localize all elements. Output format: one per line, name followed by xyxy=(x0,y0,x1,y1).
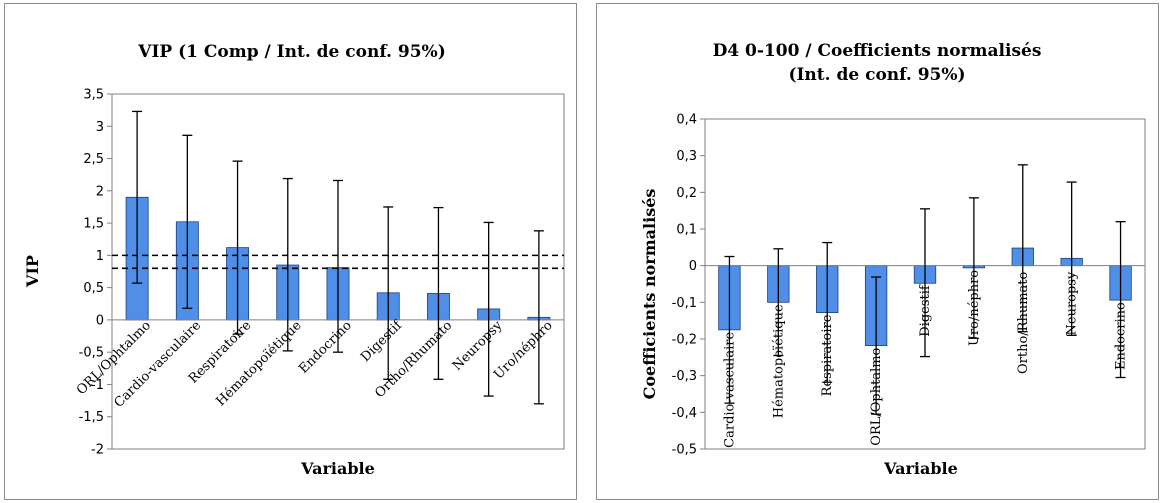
vip-x-axis-title: Variable xyxy=(300,459,375,478)
coef-y-axis-title: Coefficients normalisés xyxy=(640,189,659,400)
vip-chart-title: VIP (1 Comp / Int. de conf. 95%) xyxy=(137,42,446,62)
coef-chart-title-line1: D4 0-100 / Coefficients normalisés xyxy=(713,41,1042,61)
vip-plot-area xyxy=(111,93,565,450)
vip-category-label: Hématopoïétique xyxy=(213,318,304,409)
vip-y-tick-label: -2 xyxy=(91,443,104,458)
vip-category-label: Digestif xyxy=(358,317,406,365)
vip-y-tick-label: 1,5 xyxy=(83,217,104,232)
vip-y-tick-label: 3,5 xyxy=(83,88,104,103)
coef-x-axis-title: Variable xyxy=(883,459,958,478)
coef-y-tick-label: 0,1 xyxy=(676,223,697,238)
coef-category-label: Hématopoïétique xyxy=(771,304,786,418)
vip-chart-panel: VIP (1 Comp / Int. de conf. 95%) Variabl… xyxy=(4,3,577,500)
vip-y-tick-label: -0,5 xyxy=(79,346,104,361)
vip-y-tick-label: 2 xyxy=(96,184,104,199)
coef-y-tick-label: 0,4 xyxy=(676,113,697,128)
coef-plot-area xyxy=(704,118,1146,450)
vip-y-tick-label: 0 xyxy=(96,313,104,328)
vip-category-label: Cardio-vasculaire xyxy=(112,318,205,411)
coef-category-label: Endocrino xyxy=(1114,302,1129,370)
vip-y-tick-label: 0,5 xyxy=(83,281,104,296)
coef-y-tick-label: -0,2 xyxy=(672,333,697,348)
coef-y-tick-label: -0,5 xyxy=(672,443,697,458)
vip-y-axis-title: VIP xyxy=(23,255,42,288)
coef-category-label: Cardio-vasculaire xyxy=(722,332,737,448)
coef-category-label: Respiratoire xyxy=(820,314,835,396)
coef-y-tick-label: -0,4 xyxy=(672,406,697,421)
coef-y-tick-label: -0,3 xyxy=(672,369,697,384)
coef-y-tick-label: -0,1 xyxy=(672,296,697,311)
coef-y-tick-label: 0,2 xyxy=(676,186,697,201)
coef-category-label: Ortho/Rhumato xyxy=(1016,272,1031,375)
coef-category-label: Neuropsy xyxy=(1065,271,1080,335)
coef-category-label: ORL/Ophtalmo xyxy=(869,347,884,445)
vip-y-tick-label: 2,5 xyxy=(83,152,104,167)
coef-chart-title-line2: (Int. de conf. 95%) xyxy=(788,65,965,85)
vip-y-tick-label: -1 xyxy=(91,378,104,393)
coef-category-label: Uro/néphro xyxy=(967,270,982,346)
vip-category-label: Endocrino xyxy=(296,318,355,377)
vip-y-tick-label: 1 xyxy=(96,249,104,264)
vip-y-tick-label: -1,5 xyxy=(79,410,104,425)
vip-chart: VIP (1 Comp / Int. de conf. 95%) Variabl… xyxy=(23,42,565,478)
coefficients-chart-panel: D4 0-100 / Coefficients normalisés (Int.… xyxy=(596,3,1159,500)
coefficients-chart: D4 0-100 / Coefficients normalisés (Int.… xyxy=(640,41,1146,478)
coef-y-tick-label: 0,3 xyxy=(676,149,697,164)
coef-category-label: Digestif xyxy=(918,284,933,337)
vip-y-tick-label: 3 xyxy=(96,120,104,135)
coef-y-tick-label: 0 xyxy=(689,259,697,274)
